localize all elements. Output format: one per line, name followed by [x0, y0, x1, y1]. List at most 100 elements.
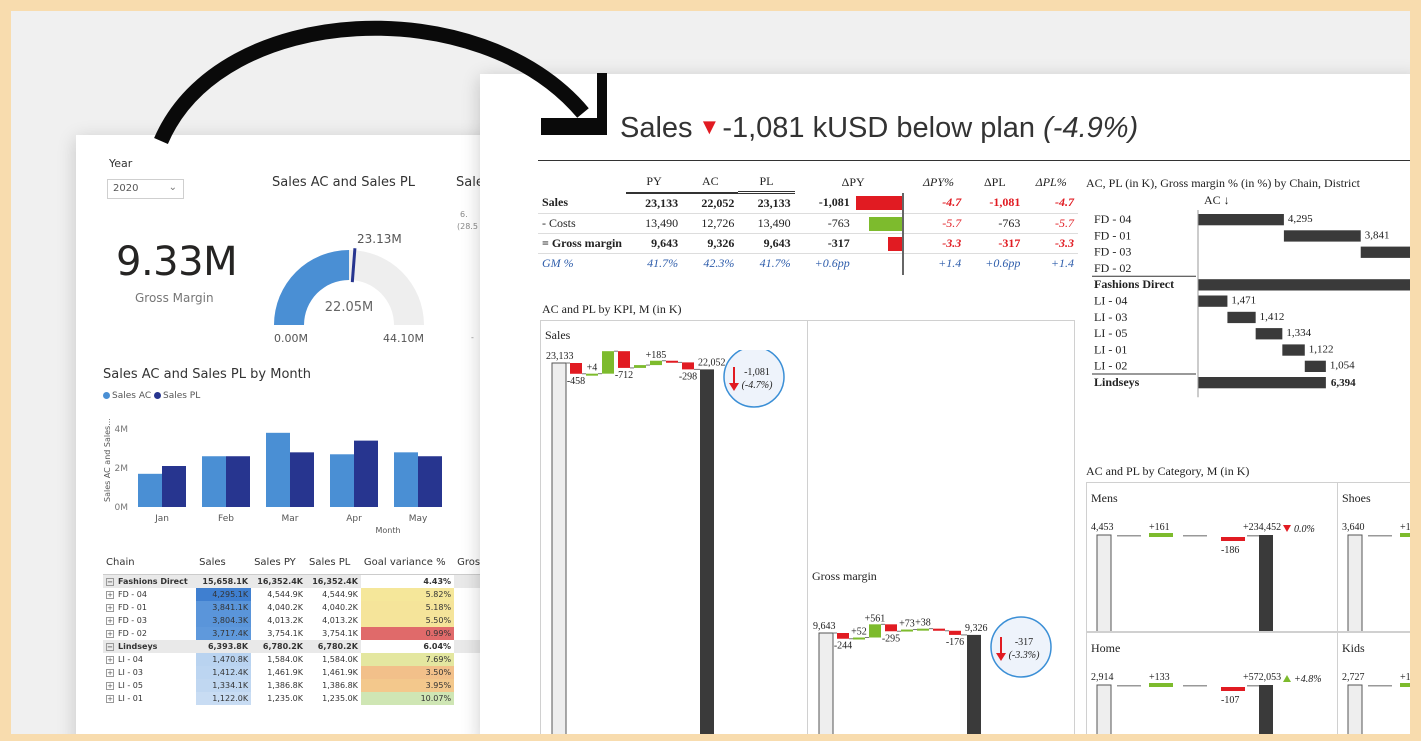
variance-callout-value: -1,081	[744, 367, 770, 378]
col-header-chain[interactable]: Chain	[103, 554, 197, 575]
sales-cell: 6,393.8K	[196, 640, 252, 653]
col-header-sales[interactable]: Sales	[196, 554, 252, 575]
chain-bar-value: 1,334	[1286, 327, 1311, 339]
sales-py-cell: 1,584.0K	[267, 655, 303, 664]
sales-cell: 1,412.4K	[196, 666, 252, 679]
table-row[interactable]: +FD - 023,717.4K3,754.1K3,754.1K0.99%1,	[103, 627, 496, 640]
dpy-pct-cell: +1.4	[938, 256, 962, 271]
ac-cell: 9,326	[682, 233, 739, 254]
sales-cell: 1,122.0K	[196, 692, 252, 705]
x-tick-label: May	[409, 514, 428, 524]
sales-cell: 1,470.8K	[196, 653, 252, 666]
sales-pl-cell: 4,013.2K	[322, 616, 358, 625]
category-start-bar	[1096, 534, 1112, 631]
expand-icon[interactable]: +	[106, 591, 114, 599]
category-waterfall-chart[interactable]: 4,453 +161 -186 +234,452 0.0%	[1087, 483, 1338, 632]
variance-row-label: = Gross margin	[538, 233, 626, 254]
waterfall-step-bar	[650, 360, 662, 366]
gauge-max-label: 44.10M	[383, 332, 424, 345]
canvas: Year 2020 ⌄ 9.33M Gross Margin Sales AC …	[11, 11, 1410, 734]
dpl-cell: +0.6pp	[985, 256, 1021, 271]
category-step-label: +161	[1149, 522, 1170, 533]
collapse-icon[interactable]: −	[106, 643, 114, 651]
row-name-cell: + LI - 04	[103, 653, 196, 666]
table-row[interactable]: + LI - 04 1,470.8K 1,584.0K 1,584.0K 7.69%	[103, 653, 496, 666]
category-waterfall-chart[interactable]: 2,727 +165	[1338, 633, 1410, 734]
bar-sales-pl-mar[interactable]	[290, 452, 314, 507]
waterfall-step-bar	[682, 362, 694, 370]
bar-sales-pl-apr[interactable]	[354, 440, 378, 507]
col-header-sales-pl[interactable]: Sales PL	[305, 554, 361, 575]
table-row[interactable]: + LI - 01 1,122.0K 1,235.0K 1,235.0K 10.07%	[103, 692, 496, 705]
category-panel-title: Home	[1091, 641, 1121, 655]
chain-row-label: LI - 05	[1094, 326, 1127, 340]
waterfall-step-bar	[885, 624, 897, 632]
category-waterfall-chart[interactable]: 3,640 +190	[1338, 483, 1410, 632]
sales-cell: 4,295.1K	[196, 588, 252, 601]
expand-icon[interactable]: +	[106, 669, 114, 677]
chain-bar-chart[interactable]: AC ↓ FD - 04 4,295 FD - 01 3,841 FD - 03 FD - …	[1086, 192, 1410, 402]
year-dropdown[interactable]: 2020 ⌄	[107, 179, 184, 199]
bar-sales-ac-feb[interactable]	[202, 456, 226, 507]
bar-sales-pl-jan[interactable]	[162, 466, 186, 507]
col-header-goal-variance[interactable]: Goal variance %	[360, 554, 455, 575]
chain-bar	[1304, 360, 1326, 372]
row-name-cell: + FD - 04	[103, 588, 196, 601]
chain-bar-value: 3,841	[1365, 229, 1390, 241]
category-section-title: AC and PL by Category, M (in K)	[1086, 464, 1250, 478]
variance-header-pl: PL	[738, 172, 795, 194]
table-row[interactable]: +FD - 013,841.1K4,040.2K4,040.2K5.18%1,	[103, 601, 496, 614]
bar-sales-pl-may[interactable]	[418, 456, 442, 507]
sales-pl-cell: 1,461.9K	[322, 668, 358, 677]
waterfall-step-bar	[933, 628, 945, 631]
pl-cell: 9,643	[738, 233, 795, 254]
chain-bar	[1227, 311, 1256, 324]
bar-sales-ac-apr[interactable]	[330, 454, 354, 507]
variance-header-dpy-pct: ΔPY%	[922, 174, 955, 189]
category-waterfall-chart[interactable]: 2,914 +133 -107 +572,053 +4.8%	[1087, 633, 1338, 734]
pl-cell: 13,490	[738, 213, 795, 234]
sales-py-cell: 1,235.0K	[267, 694, 303, 703]
expand-icon[interactable]: +	[106, 682, 114, 690]
waterfall-step-label: +4	[587, 363, 598, 374]
expand-icon[interactable]: +	[106, 617, 114, 625]
table-row[interactable]: + LI - 03 1,412.4K 1,461.9K 1,461.9K 3.50%	[103, 666, 496, 679]
chain-row-label: FD - 02	[1094, 261, 1131, 275]
dpy-bar-cell	[853, 192, 912, 214]
row-name-cell: + LI - 03	[103, 666, 196, 679]
category-step-label: -107	[1221, 695, 1239, 706]
category-step-bar	[1400, 683, 1410, 687]
table-row[interactable]: +FD - 044,295.1K4,544.9K4,544.9K5.82%1,	[103, 588, 496, 601]
year-dropdown-value: 2020	[113, 183, 139, 194]
category-step-bar	[1183, 535, 1207, 537]
collapse-icon[interactable]: −	[106, 578, 114, 586]
table-row[interactable]: − Fashions Direct 15,658.1K 16,352.4K 16,352…	[103, 574, 496, 588]
expand-icon[interactable]: +	[106, 656, 114, 664]
gauge-target-marker	[350, 248, 357, 283]
expand-icon[interactable]: +	[106, 604, 114, 612]
col-header-sales-py[interactable]: Sales PY	[251, 554, 306, 575]
chain-bar	[1282, 344, 1305, 356]
dashboard-panel: Year 2020 ⌄ 9.33M Gross Margin Sales AC …	[76, 135, 496, 734]
expand-icon[interactable]: +	[106, 630, 114, 638]
dpy-variance-bar	[888, 237, 902, 251]
expand-icon[interactable]: +	[106, 695, 114, 703]
bar-sales-pl-feb[interactable]	[226, 456, 250, 507]
bar-sales-ac-mar[interactable]	[266, 432, 290, 507]
table-row[interactable]: +FD - 033,804.3K4,013.2K4,013.2K5.50%1,	[103, 614, 496, 627]
table-row[interactable]: + LI - 05 1,334.1K 1,386.8K 1,386.8K 3.95%	[103, 679, 496, 692]
bar-sales-ac-may[interactable]	[394, 452, 418, 507]
row-name: FD - 02	[118, 629, 147, 638]
x-tick-label: Mar	[282, 514, 299, 524]
gauge-chart[interactable]: 23.13M 22.05M 0.00M 44.10M	[269, 225, 429, 345]
variance-table: PY AC PL ΔPY ΔPY% ΔPL ΔPL% Sales 23,133 22…	[538, 172, 1078, 275]
sales-cell: 3,804.3K	[196, 614, 252, 627]
goal-variance-cell: 7.69%	[360, 653, 455, 666]
sales-pl-cell: 3,754.1K	[322, 629, 358, 638]
bar-sales-ac-jan[interactable]	[138, 473, 162, 507]
dpy-bar-cell	[853, 213, 912, 234]
